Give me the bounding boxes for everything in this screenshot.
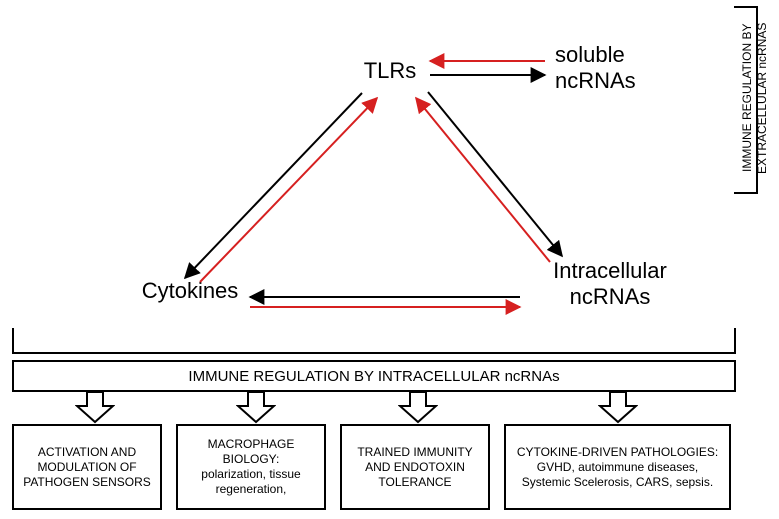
- node-intracell-line2: ncRNAs: [570, 284, 651, 309]
- node-intracellular-ncrnas: Intracellular ncRNAs: [520, 258, 700, 311]
- box-4-body: GVHD, autoimmune diseases, Systemic Scel…: [512, 460, 723, 490]
- down-arrow-3: [398, 390, 438, 424]
- regulation-bar: IMMUNE REGULATION BY INTRACELLULAR ncRNA…: [12, 360, 736, 392]
- box-macrophage-biology: MACROPHAGE BIOLOGY: polarization, tissue…: [176, 424, 326, 510]
- down-arrow-4: [598, 390, 638, 424]
- box-pathogen-sensors: ACTIVATION AND MODULATION OF PATHOGEN SE…: [12, 424, 162, 510]
- box-2-title: MACROPHAGE BIOLOGY:: [184, 437, 318, 467]
- node-tlrs: TLRs: [350, 58, 430, 84]
- side-label-line2: EXTRACELLULAR ncRNAS: [755, 22, 769, 173]
- node-intracell-line1: Intracellular: [553, 258, 667, 283]
- node-soluble-ncrnas: soluble ncRNAs: [555, 42, 675, 95]
- box-cytokine-pathologies: CYTOKINE-DRIVEN PATHOLOGIES: GVHD, autoi…: [504, 424, 731, 510]
- box-1-title: ACTIVATION AND MODULATION OF PATHOGEN SE…: [20, 445, 154, 490]
- arrow-cytokines-to-tlrs: [200, 98, 377, 282]
- node-cytokines-label: Cytokines: [142, 278, 239, 303]
- node-soluble-line1: soluble: [555, 42, 625, 67]
- arrow-tlrs-to-cytokines: [185, 93, 362, 278]
- down-arrow-1: [75, 390, 115, 424]
- diagram-stage: TLRs soluble ncRNAs Cytokines Intracellu…: [0, 0, 779, 519]
- box-trained-immunity: TRAINED IMMUNITY AND ENDOTOXIN TOLERANCE: [340, 424, 490, 510]
- node-soluble-line2: ncRNAs: [555, 68, 636, 93]
- node-cytokines: Cytokines: [120, 278, 260, 304]
- arrow-tlrs-to-intracell: [428, 92, 562, 256]
- node-tlrs-label: TLRs: [364, 58, 417, 83]
- arrow-intracell-to-tlrs: [416, 98, 550, 262]
- side-label: IMMUNE REGULATION BY EXTRACELLULAR ncRNA…: [740, 10, 770, 186]
- down-arrow-2: [236, 390, 276, 424]
- regulation-bar-label: IMMUNE REGULATION BY INTRACELLULAR ncRNA…: [188, 368, 559, 385]
- box-3-title: TRAINED IMMUNITY AND ENDOTOXIN TOLERANCE: [348, 445, 482, 490]
- box-2-body: polarization, tissue regeneration,: [184, 467, 318, 497]
- bottom-bracket: [12, 328, 736, 354]
- box-4-title: CYTOKINE-DRIVEN PATHOLOGIES:: [512, 445, 723, 460]
- side-label-line1: IMMUNE REGULATION BY: [740, 24, 754, 172]
